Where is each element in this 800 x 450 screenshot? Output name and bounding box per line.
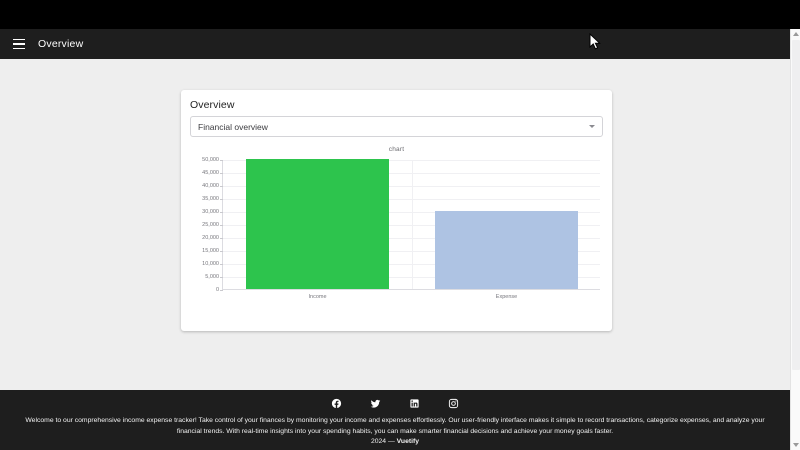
- chart-bar-expense[interactable]: [435, 211, 578, 289]
- chevron-down-icon[interactable]: [589, 125, 595, 128]
- chart-title: chart: [388, 146, 405, 153]
- chart-gridline: [223, 277, 600, 278]
- copyright-year: 2024 —: [370, 438, 397, 445]
- linkedin-icon[interactable]: [408, 397, 421, 410]
- chart-x-tick-label: Income: [308, 294, 327, 300]
- chart-gridline: [223, 251, 600, 252]
- browser-viewport: Overview Overview Financial overview cha…: [0, 29, 790, 450]
- chart-y-tick-label: 5,000: [205, 274, 223, 280]
- chart-y-tick-label: 50,000: [202, 157, 223, 163]
- select-value: Financial overview: [198, 121, 268, 132]
- copyright-brand: Vuetify: [396, 438, 420, 445]
- site-footer: Welcome to our comprehensive income expe…: [0, 390, 790, 450]
- chart-y-tick-label: 45,000: [202, 170, 223, 176]
- chart-gridline: [223, 199, 600, 200]
- scroll-down-arrow-icon[interactable]: [791, 440, 800, 450]
- chart-y-tick-label: 15,000: [202, 248, 223, 254]
- chart-gridline: [223, 225, 600, 226]
- hamburger-menu-icon[interactable]: [8, 33, 30, 55]
- app-bar: Overview: [0, 29, 790, 59]
- chart-y-tick-label: 10,000: [202, 261, 223, 267]
- chart-y-tick-label: 25,000: [202, 222, 223, 228]
- chart-y-tick-label: 0: [216, 287, 224, 293]
- app-bar-title: Overview: [38, 38, 84, 50]
- chart-category-separator: [412, 160, 413, 289]
- chart-x-tick-label: Expense: [495, 294, 518, 300]
- facebook-icon[interactable]: [330, 397, 343, 410]
- card-title: Overview: [190, 99, 235, 111]
- page-content: Overview Financial overview chart 0 5,000…: [0, 59, 790, 450]
- chart-gridline: [223, 264, 600, 265]
- twitter-icon[interactable]: [369, 397, 382, 410]
- financial-bar-chart: chart 0 5,000 10,000 15,000 20,000 25,000 30,0…: [181, 146, 612, 326]
- instagram-icon[interactable]: [447, 397, 460, 410]
- chart-y-tick-label: 30,000: [202, 209, 223, 215]
- chart-gridline: [223, 186, 600, 187]
- scrollbar-thumb[interactable]: [792, 40, 800, 370]
- chart-gridline: [223, 212, 600, 213]
- chart-y-tick-label: 35,000: [202, 196, 223, 202]
- chart-gridline: [223, 173, 600, 174]
- chart-gridline: [223, 160, 600, 161]
- page-scrollbar[interactable]: [790, 29, 800, 450]
- financial-overview-select[interactable]: Financial overview: [190, 116, 603, 137]
- chart-y-tick-label: 40,000: [202, 183, 223, 189]
- social-links: [0, 397, 790, 410]
- chart-y-tick-label: 20,000: [202, 235, 223, 241]
- chart-plot-area: 0 5,000 10,000 15,000 20,000 25,000 30,000 35,0…: [202, 157, 600, 300]
- scroll-up-arrow-icon[interactable]: [791, 29, 800, 39]
- footer-copyright: 2024 — Vuetify: [0, 438, 790, 445]
- chart-gridline: [223, 238, 600, 239]
- overview-card: Overview Financial overview chart 0 5,000…: [181, 90, 612, 331]
- footer-description: Welcome to our comprehensive income expe…: [25, 417, 765, 435]
- chart-bar-income[interactable]: [246, 159, 389, 289]
